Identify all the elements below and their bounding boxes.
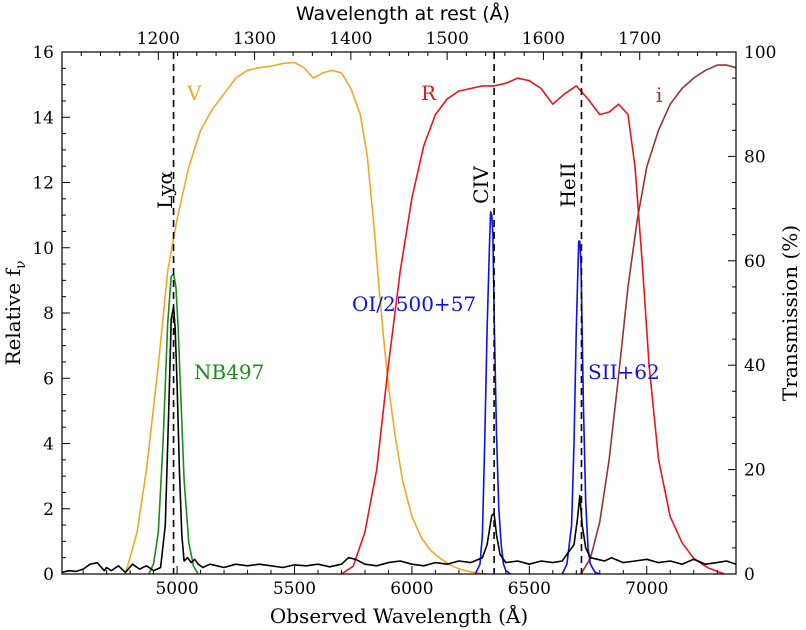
- model-curve-sii-62: [561, 240, 601, 575]
- annotation-r-filter: R: [421, 81, 437, 105]
- reference-lines-layer: [172, 52, 583, 574]
- y-left-axis-title-main: Relative f: [1, 267, 25, 365]
- top-tick-label: 1200: [137, 29, 180, 49]
- top-axis-title: Wavelength at rest (Å): [296, 2, 510, 25]
- y-left-tick-label: 10: [32, 239, 54, 259]
- filter-curve-r: [341, 77, 725, 575]
- annotation-v-filter: V: [186, 81, 202, 105]
- ref-label-civ: CIV: [469, 166, 493, 204]
- annotation-oi-model: OI/2500+57: [352, 292, 476, 316]
- x-tick-label: 5500: [273, 579, 316, 599]
- filter-curve-nb497: [148, 273, 199, 575]
- model-curve-oi-2500-57: [474, 211, 512, 575]
- y-left-tick-label: 0: [43, 565, 54, 585]
- y-left-tick-label: 6: [43, 369, 54, 389]
- top-tick-label: 1300: [233, 29, 276, 49]
- x-axis-title: Observed Wavelength (Å): [270, 603, 528, 628]
- series-layer: [61, 61, 737, 575]
- y-right-tick-label: 40: [744, 356, 766, 376]
- filter-curve-v: [124, 61, 488, 575]
- top-tick-label: 1400: [329, 29, 372, 49]
- ref-label-heii: HeII: [556, 162, 580, 207]
- y-right-tick-label: 80: [744, 147, 766, 167]
- y-left-tick-label: 12: [32, 174, 54, 194]
- y-right-tick-label: 20: [744, 461, 766, 481]
- y-right-axis-title: Transmission (%): [778, 225, 802, 401]
- annotation-i-filter: i: [656, 83, 662, 107]
- y-right-tick-label: 100: [744, 43, 776, 63]
- annotation-nb497-filter: NB497: [194, 360, 264, 384]
- y-right-tick-label: 60: [744, 252, 766, 272]
- annotation-sii-model: SII+62: [588, 360, 660, 384]
- top-tick-label: 1700: [618, 29, 661, 49]
- filter-curve-i: [580, 64, 737, 575]
- top-tick-label: 1500: [426, 29, 469, 49]
- ref-label-lya: Lyα: [153, 171, 177, 209]
- x-tick-label: 5000: [155, 579, 198, 599]
- y-left-tick-label: 14: [32, 108, 54, 128]
- y-left-axis-title: Relative fν: [1, 260, 29, 365]
- x-tick-label: 6500: [508, 579, 551, 599]
- y-left-axis-title-sub: ν: [13, 260, 29, 269]
- y-left-tick-label: 8: [43, 304, 54, 324]
- spectrum-line: [61, 305, 737, 574]
- y-left-tick-label: 16: [32, 43, 54, 63]
- y-left-tick-label: 4: [43, 435, 54, 455]
- y-right-tick-label: 0: [744, 565, 755, 585]
- x-tick-label: 6000: [390, 579, 433, 599]
- x-tick-label: 7000: [625, 579, 668, 599]
- top-tick-label: 1600: [522, 29, 565, 49]
- y-left-tick-label: 2: [43, 500, 54, 520]
